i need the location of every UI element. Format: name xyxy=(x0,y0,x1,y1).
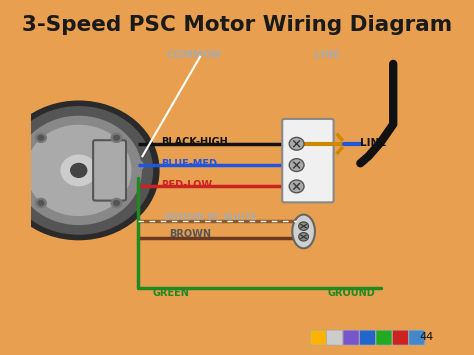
Circle shape xyxy=(36,198,46,208)
Text: 44: 44 xyxy=(419,332,433,342)
Text: BROWN: BROWN xyxy=(169,229,211,239)
FancyBboxPatch shape xyxy=(282,119,334,202)
FancyBboxPatch shape xyxy=(359,330,375,345)
FancyBboxPatch shape xyxy=(310,330,326,345)
Text: COMMON: COMMON xyxy=(166,50,221,60)
Ellipse shape xyxy=(292,214,315,248)
Circle shape xyxy=(5,107,153,234)
Circle shape xyxy=(299,222,309,230)
Circle shape xyxy=(27,125,131,215)
Text: BROWN W/ WHITE: BROWN W/ WHITE xyxy=(165,212,257,221)
Text: LINE: LINE xyxy=(314,50,341,60)
Circle shape xyxy=(0,101,159,240)
Text: LINE: LINE xyxy=(360,138,387,148)
FancyBboxPatch shape xyxy=(409,330,425,345)
Circle shape xyxy=(71,163,87,178)
FancyBboxPatch shape xyxy=(392,330,409,345)
FancyBboxPatch shape xyxy=(327,330,343,345)
Circle shape xyxy=(114,135,119,140)
Text: GREEN: GREEN xyxy=(153,288,190,298)
Text: 3-Speed PSC Motor Wiring Diagram: 3-Speed PSC Motor Wiring Diagram xyxy=(22,15,452,35)
Text: BLUE-MED: BLUE-MED xyxy=(161,159,217,169)
Circle shape xyxy=(61,155,96,186)
Text: BLACK-HIGH: BLACK-HIGH xyxy=(161,137,228,147)
FancyBboxPatch shape xyxy=(93,140,126,201)
Circle shape xyxy=(38,135,44,140)
Circle shape xyxy=(289,137,304,150)
Circle shape xyxy=(289,159,304,171)
Circle shape xyxy=(289,180,304,193)
Circle shape xyxy=(111,133,122,142)
Text: GROUND: GROUND xyxy=(328,288,375,298)
Circle shape xyxy=(38,201,44,206)
Circle shape xyxy=(36,133,46,142)
Text: RED-LOW: RED-LOW xyxy=(161,180,212,190)
FancyBboxPatch shape xyxy=(376,330,392,345)
FancyBboxPatch shape xyxy=(343,330,359,345)
Circle shape xyxy=(114,201,119,206)
Circle shape xyxy=(16,116,141,224)
Circle shape xyxy=(111,198,122,208)
Circle shape xyxy=(299,233,309,241)
